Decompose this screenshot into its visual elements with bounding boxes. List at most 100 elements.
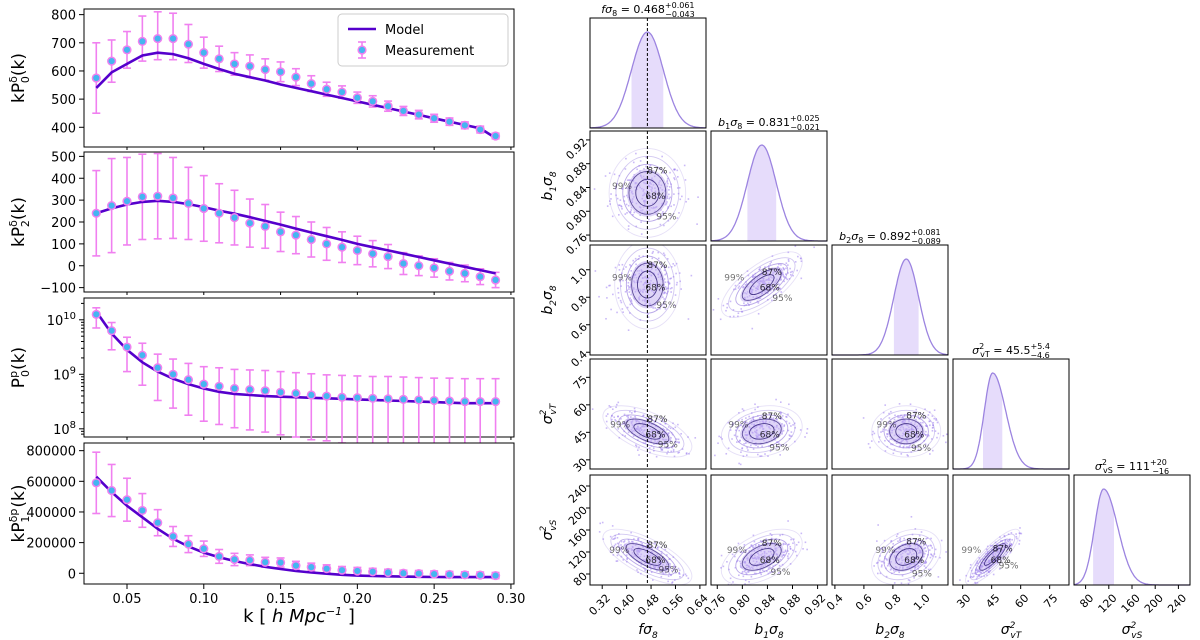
sample-point [915,573,917,576]
sample-point [731,553,734,556]
y-tick-label: 80 [571,570,590,589]
measurement-point [200,381,207,388]
y-tick-label: 0.80 [563,207,590,234]
sample-point [615,560,618,562]
legend-box [337,13,509,67]
sample-point [666,177,669,180]
sample-point [935,418,937,420]
density-fill [740,417,784,446]
sample-point [678,571,680,574]
sample-point [609,284,611,287]
sample-point [780,264,782,266]
sample-point [936,421,939,424]
sample-point [608,172,611,174]
sample-point [778,263,780,266]
text-part: 8 [899,631,905,640]
sample-point [924,443,927,445]
sample-point [784,550,787,553]
corner-cell-1-1: b1σ8 = 0.831+0.025 −0.021 [710,114,828,242]
sample-point [647,316,650,318]
sample-point [898,571,900,574]
text-part: kP [9,227,29,247]
axis-label-0: fσ8 [638,622,658,640]
sample-point [767,572,770,575]
sample-point [717,442,719,445]
sample-point [772,565,774,567]
sample-point [760,573,763,576]
measurement-point [415,262,422,269]
sample-point [780,291,783,293]
sample-point [769,263,772,265]
x-tick-label: 30 [954,592,973,611]
contour-label: 99% [728,420,748,430]
axis-label-1: b1σ8 [754,622,784,640]
sample-point [794,261,797,263]
sample-point [909,403,912,406]
sample-point [776,418,778,421]
sample-point [677,192,680,195]
sample-point [973,572,976,575]
x-tick-label: 45 [983,592,1002,611]
text-part: vT [549,402,559,414]
sample-point [630,293,632,296]
measurement-point [200,545,207,552]
measurement-point [169,371,177,378]
sample-point [669,277,671,280]
sample-point [636,168,638,171]
sample-point [651,252,654,255]
sample-point [781,554,784,557]
sample-point [732,315,735,318]
sample-point [921,559,923,562]
density-fill [629,260,665,309]
sample-point [1003,555,1005,558]
sample-point [664,572,667,574]
sample-point [969,576,972,579]
y-tick-label: 600000 [26,475,76,490]
sample-point [759,297,762,299]
sample-point [679,198,682,201]
credible-band [1093,489,1114,585]
sample-point [983,575,986,577]
legend-measurement-label: Measurement [385,44,474,59]
sample-point [639,160,642,162]
measurement-point [93,311,100,318]
error-bar [276,370,285,436]
sample-point [769,571,771,574]
measurement-point [492,398,499,405]
sample-point [777,287,779,290]
text-part: kP [9,83,29,103]
sample-point [770,261,773,263]
sample-point [992,546,995,549]
sample-point [907,579,910,581]
sample-point [894,414,896,417]
corner-cell-4-3: 68%87% 95% 99% 30 45 60 75 [952,474,1070,611]
sample-point [781,423,783,425]
sample-point [633,538,635,540]
sample-point [745,304,747,306]
measurement-point [369,568,376,575]
sample-point [748,415,750,418]
sample-point [992,573,995,576]
sample-point [785,420,788,423]
text-part: σ [851,230,859,243]
sample-point [889,569,892,571]
measurement-point [323,240,330,247]
sample-point [759,266,762,269]
x-tick-label: 0.48 [635,592,662,619]
sample-point [771,255,774,257]
sample-point [673,568,676,571]
cell-frame [710,358,828,470]
x-tick-label: 0.88 [777,592,804,619]
sample-point [625,157,627,160]
sample-point [734,566,737,569]
sample-point [761,569,764,572]
sample-point [741,447,744,449]
sample-point [669,287,672,290]
sample-point [610,308,612,311]
sample-point [617,401,620,404]
sample-point [629,264,631,266]
legend: Model Measurement [337,13,509,67]
sample-point [652,447,655,449]
sample-point [681,448,684,450]
contour-label: 68% [645,430,665,440]
